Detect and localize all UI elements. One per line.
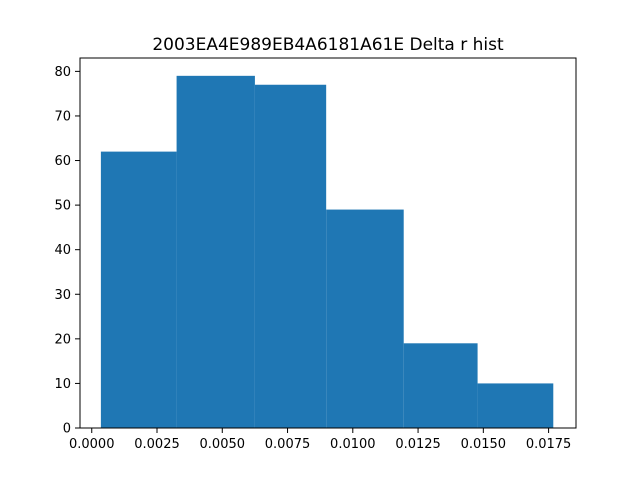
y-axis-ticks: 0 10 20 30 40 50 60 70 80 [54, 65, 80, 437]
y-tick-label: 20 [54, 332, 71, 347]
y-tick-label: 0 [63, 422, 71, 437]
x-tick-label: 0.0125 [395, 437, 441, 452]
x-tick-label: 0.0150 [461, 437, 507, 452]
x-tick-label: 0.0175 [526, 437, 572, 452]
x-tick-label: 0.0050 [200, 437, 246, 452]
histogram-bar [403, 343, 478, 428]
histogram-bars [100, 75, 554, 429]
y-tick-label: 10 [54, 377, 71, 392]
histogram-bar [326, 209, 404, 428]
x-axis-ticks: 0.0000 0.0025 0.0050 0.0075 0.0100 0.0125 0.01… [69, 428, 571, 452]
y-tick-label: 30 [54, 288, 71, 303]
x-tick-label: 0.0075 [265, 437, 311, 452]
y-tick-label: 70 [54, 109, 71, 124]
histogram-bar [254, 84, 327, 429]
x-tick-label: 0.0000 [69, 437, 115, 452]
chart-title: 2003EA4E989EB4A6181A61E Delta r hist [152, 35, 504, 55]
x-tick-label: 0.0025 [134, 437, 180, 452]
y-tick-label: 50 [54, 199, 71, 214]
plot-frame [79, 57, 577, 429]
y-tick-label: 40 [54, 243, 71, 258]
y-tick-label: 80 [54, 65, 71, 80]
histogram-bar [176, 75, 255, 428]
histogram-bar [477, 383, 554, 428]
x-tick-label: 0.0100 [330, 437, 376, 452]
y-tick-label: 60 [54, 154, 71, 169]
histogram-bar [100, 151, 177, 429]
